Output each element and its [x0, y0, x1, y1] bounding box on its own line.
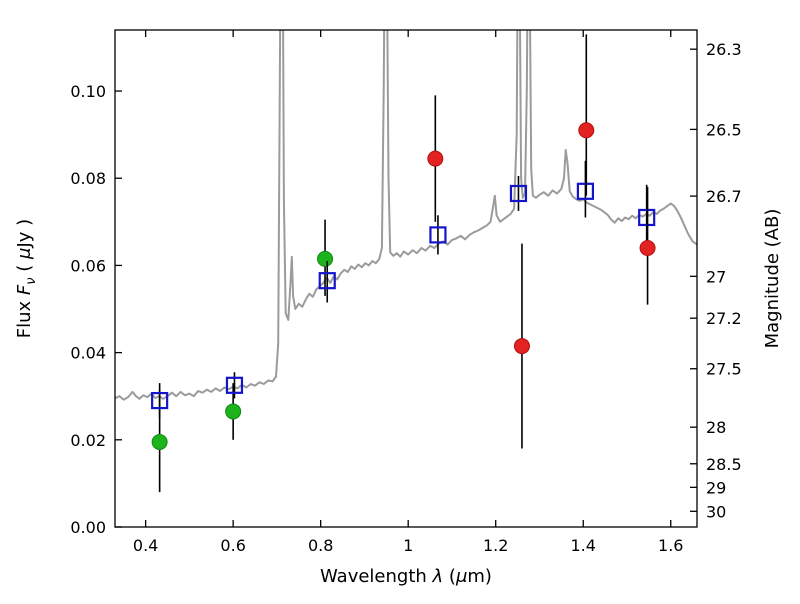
x-tick-label: 0.6 [220, 536, 245, 555]
green-photometry-marker [317, 250, 334, 267]
x-tick-label: 1 [403, 536, 413, 555]
red-photometry-series [427, 34, 656, 449]
y-tick-right-label: 26.3 [706, 40, 742, 59]
x-tick-label: 1.2 [483, 536, 508, 555]
y-tick-right-label: 27 [706, 267, 726, 286]
y-tick-right-label: 29 [706, 478, 726, 497]
blue-photometry-marker [429, 226, 447, 244]
axes-frame [114, 29, 698, 528]
y-tick-right-label: 27.2 [706, 309, 742, 328]
y-tick-right-label: 26.7 [706, 187, 742, 206]
blue-photometry-marker [151, 391, 169, 410]
blue-photometry-marker [225, 376, 244, 394]
red-photometry-marker [513, 338, 530, 355]
red-photometry-marker [427, 150, 444, 167]
y-axis-right-label: Magnitude (AB) [762, 209, 783, 349]
red-photometry-marker [578, 122, 595, 139]
green-photometry-marker [151, 433, 168, 450]
y-tick-left-label: 0.02 [70, 431, 106, 450]
x-tick-label: 1.6 [658, 536, 683, 555]
blue-photometry-marker [638, 208, 656, 227]
blue-photometry-series [151, 160, 656, 419]
green-photometry-marker [225, 403, 242, 420]
y-tick-left-label: 0.00 [70, 518, 106, 537]
y-tick-left-label: 0.04 [70, 344, 106, 363]
y-axis-left-label: Flux Fν ( μJy ) [14, 219, 39, 338]
y-axis-left-ticks: 0.00 0.02 0.04 0.06 0.08 0.10 [70, 82, 122, 537]
y-tick-right-label: 26.5 [706, 120, 742, 139]
y-tick-left-label: 0.10 [70, 82, 106, 101]
x-axis-ticks: 0.4 0.6 0.8 1 1.2 1.4 1.6 [133, 30, 683, 555]
x-axis-label: Wavelength λ (μm) [320, 566, 492, 587]
x-tick-label: 0.8 [308, 536, 333, 555]
green-photometry-series [151, 219, 334, 493]
red-photometry-marker [639, 239, 656, 256]
blue-photometry-marker [509, 184, 528, 203]
y-tick-left-label: 0.06 [70, 256, 106, 275]
y-tick-right-label: 30 [706, 502, 726, 521]
y-tick-right-label: 28 [706, 418, 726, 437]
y-axis-right-ticks: 26.3 26.5 26.7 27 27.2 27.5 28 28.5 29 30 [690, 40, 742, 521]
y-tick-right-label: 27.5 [706, 360, 742, 379]
y-tick-right-label: 28.5 [706, 455, 742, 474]
y-tick-left-label: 0.08 [70, 169, 106, 188]
blue-photometry-marker [318, 272, 336, 290]
blue-photometry-marker [576, 182, 595, 200]
x-tick-label: 1.4 [570, 536, 595, 555]
x-tick-label: 0.4 [133, 536, 158, 555]
